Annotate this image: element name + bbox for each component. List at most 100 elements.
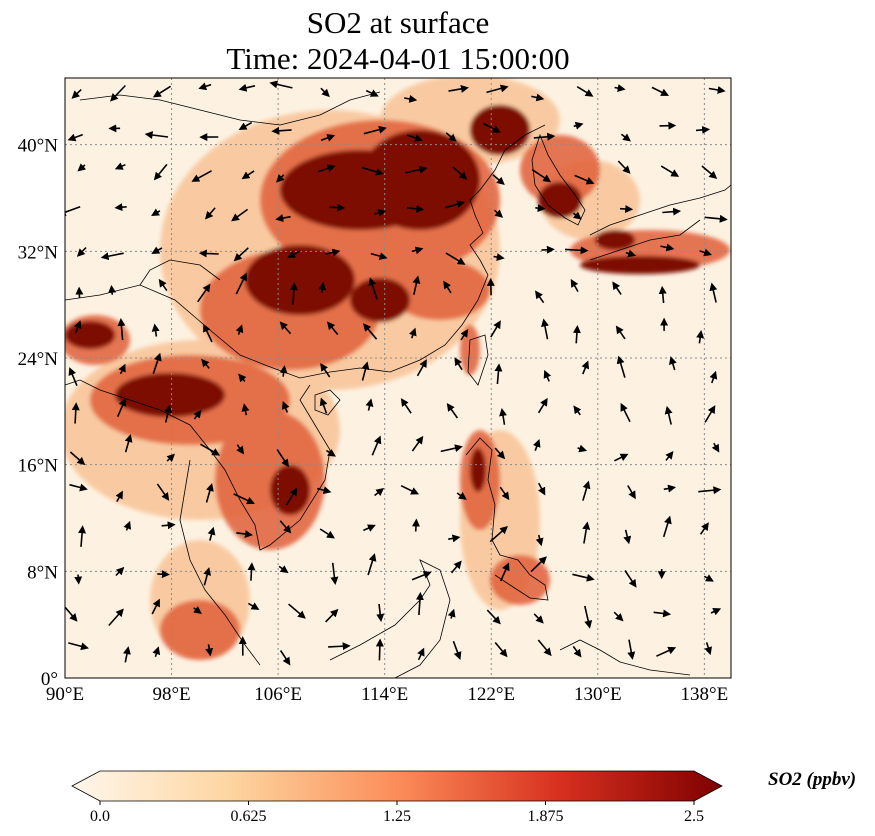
wind-arrow — [319, 397, 328, 414]
wind-arrow — [660, 165, 680, 177]
wind-arrow — [486, 609, 501, 625]
wind-arrow — [494, 641, 508, 658]
wind-arrow — [238, 83, 256, 92]
colorbar-ticks: 0.0 0.625 1.25 1.875 2.5 — [90, 801, 704, 825]
wind-arrow — [416, 359, 427, 377]
wind-arrow — [709, 282, 718, 303]
wind-arrow — [367, 553, 377, 576]
wind-arrow — [494, 447, 506, 460]
wind-arrow — [711, 442, 720, 453]
wind-arrow — [363, 323, 378, 340]
colorbar-gradient — [71, 770, 723, 802]
wind-arrow — [699, 248, 713, 257]
wind-arrow — [492, 174, 505, 186]
wind-arrow — [110, 84, 126, 102]
wind-arrow — [450, 560, 462, 574]
wind-arrow — [615, 325, 626, 340]
wind-arrow — [616, 355, 626, 378]
wind-arrow — [233, 247, 249, 262]
wind-arrow — [411, 518, 420, 532]
wind-arrow — [108, 284, 117, 295]
lat-tick-label: 24°N — [18, 349, 59, 370]
wind-arrow — [361, 166, 384, 176]
wind-arrow — [151, 323, 160, 337]
wind-arrow — [77, 163, 87, 172]
wind-arrow — [320, 87, 330, 98]
wind-vectors — [65, 80, 728, 666]
wind-arrow — [708, 86, 726, 94]
wind-arrow — [612, 281, 622, 295]
wind-arrow — [325, 248, 341, 257]
lon-tick-label: 130°E — [574, 684, 622, 705]
wind-arrow — [411, 435, 424, 452]
wind-arrow — [320, 362, 331, 378]
wind-arrow — [531, 93, 545, 102]
wind-arrow — [617, 160, 631, 174]
lon-tick-label: 114°E — [361, 684, 408, 705]
so2-concentration-field — [65, 78, 730, 660]
wind-arrow — [660, 243, 675, 252]
wind-arrow — [247, 562, 256, 581]
lat-tick-label: 40°N — [18, 136, 59, 157]
wind-arrow — [614, 84, 626, 93]
wind-arrow — [156, 483, 170, 501]
wind-arrow — [318, 281, 327, 293]
wind-arrow — [235, 272, 247, 295]
wind-arrow — [710, 608, 722, 616]
wind-arrow — [203, 567, 212, 586]
wind-arrow — [157, 570, 170, 579]
map-title-line2: Time: 2024-04-01 15:00:00 — [226, 41, 570, 76]
wind-arrow — [368, 277, 378, 300]
wind-arrow — [582, 521, 591, 544]
wind-arrow — [68, 367, 78, 387]
wind-arrow — [531, 168, 552, 183]
wind-arrow — [445, 132, 457, 142]
wind-arrow — [408, 327, 417, 339]
wind-arrow — [494, 363, 503, 385]
wind-arrow — [581, 360, 590, 375]
wind-arrow — [574, 174, 595, 185]
wind-arrow — [613, 611, 624, 622]
wind-arrow — [207, 526, 216, 541]
wind-arrow — [285, 487, 298, 506]
wind-arrow — [533, 613, 544, 624]
wind-arrow — [71, 89, 82, 99]
wind-arrow — [71, 402, 80, 424]
wind-arrow — [535, 290, 545, 304]
wind-arrow — [483, 122, 501, 133]
colorbar-tick-label: 1.875 — [528, 808, 564, 825]
wind-arrow — [193, 606, 202, 614]
wind-arrow — [456, 492, 467, 500]
wind-arrow — [325, 608, 339, 623]
wind-arrow — [108, 608, 124, 627]
wind-arrow — [460, 328, 469, 341]
wind-arrow — [100, 252, 124, 261]
wind-arrow — [669, 356, 677, 371]
wind-arrow — [701, 165, 718, 179]
wind-arrow — [653, 609, 672, 618]
wind-arrow — [696, 330, 705, 344]
wind-arrow — [205, 644, 214, 657]
wind-arrow — [201, 358, 210, 369]
wind-arrow — [193, 409, 202, 420]
wind-arrow — [619, 204, 634, 213]
wind-arrow — [452, 166, 468, 180]
wind-arrow — [205, 483, 214, 503]
wind-arrow — [493, 253, 505, 261]
wind-arrow — [279, 650, 291, 666]
wind-arrow — [238, 373, 247, 383]
wind-arrow — [665, 450, 674, 461]
wind-arrow — [627, 639, 636, 660]
wind-arrow — [662, 207, 682, 216]
wind-arrow — [279, 520, 292, 534]
map-frame — [64, 77, 732, 679]
wind-arrow — [320, 134, 336, 142]
wind-arrow — [564, 246, 589, 255]
wind-arrow — [584, 605, 593, 629]
wind-arrow — [651, 86, 670, 96]
wind-arrow — [370, 252, 388, 260]
wind-arrow — [704, 214, 728, 223]
wind-arrow — [235, 324, 244, 335]
wind-arrow — [241, 403, 250, 416]
wind-arrow — [572, 645, 582, 658]
